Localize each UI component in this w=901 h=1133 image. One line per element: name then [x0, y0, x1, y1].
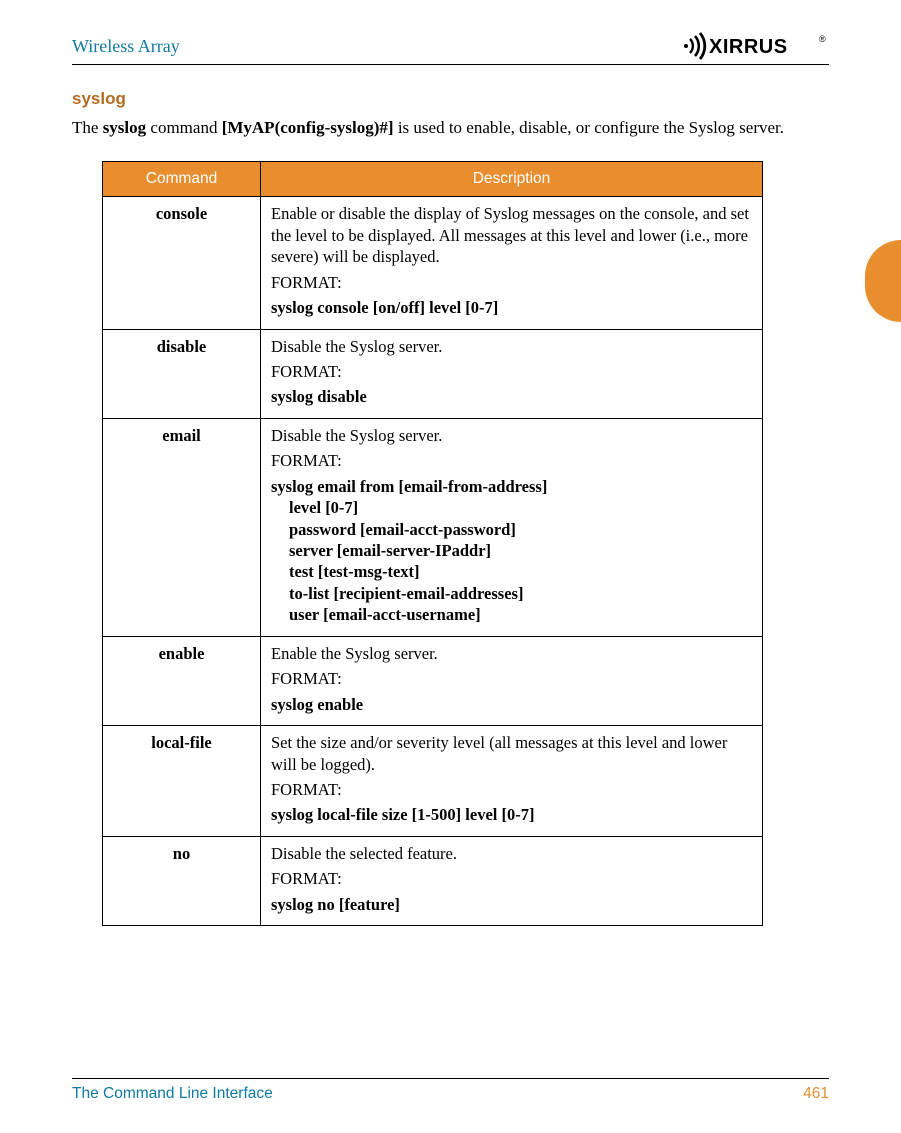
xirrus-logo-icon: XIRRUS ® [679, 32, 829, 60]
col-header-command: Command [103, 162, 261, 197]
command-name-cell: no [103, 836, 261, 925]
command-description-cell: Enable or disable the display of Syslog … [261, 197, 763, 329]
page-footer: The Command Line Interface 461 [72, 1078, 829, 1103]
page-header: Wireless Array XIRRUS ® [72, 32, 829, 65]
description-text: Set the size and/or severity level (all … [271, 732, 752, 775]
intro-paragraph: The syslog command [MyAP(config-syslog)#… [72, 115, 829, 141]
table-row: local-fileSet the size and/or severity l… [103, 726, 763, 837]
brand-logo: XIRRUS ® [679, 32, 829, 60]
intro-text: The [72, 118, 103, 137]
footer-section-name: The Command Line Interface [72, 1085, 273, 1103]
format-line: test [test-msg-text] [271, 562, 420, 581]
intro-text: command [146, 118, 222, 137]
command-name-cell: email [103, 418, 261, 636]
table-row: no Disable the selected feature. FORMAT: sy… [103, 836, 763, 925]
format-line: user [email-acct-username] [271, 605, 481, 624]
format-label: FORMAT: [271, 361, 752, 382]
format-body: syslog enable [271, 694, 752, 715]
table-row: consoleEnable or disable the display of … [103, 197, 763, 329]
table-row: enable Enable the Syslog server. FORMAT: sy… [103, 636, 763, 725]
format-body: syslog local-file size [1-500] level [0-… [271, 804, 752, 825]
header-title: Wireless Array [72, 36, 180, 57]
table-row: disable Disable the Syslog server. FORMAT:… [103, 329, 763, 418]
command-description-cell: Disable the Syslog server. FORMAT: syslog … [261, 329, 763, 418]
command-description-cell: Disable the selected feature. FORMAT: sysl… [261, 836, 763, 925]
description-text: Enable the Syslog server. [271, 643, 752, 664]
command-description-cell: Enable the Syslog server. FORMAT: syslog e… [261, 636, 763, 725]
command-name-cell: console [103, 197, 261, 329]
format-label: FORMAT: [271, 668, 752, 689]
format-body: syslog email from [email-from-address] le… [271, 476, 752, 626]
format-label: FORMAT: [271, 450, 752, 471]
description-text: Enable or disable the display of Syslog … [271, 203, 752, 267]
command-name-cell: local-file [103, 726, 261, 837]
description-text: Disable the Syslog server. [271, 336, 752, 357]
format-line: server [email-server-IPaddr] [271, 541, 491, 560]
format-line: level [0-7] [271, 498, 358, 517]
format-body: syslog disable [271, 386, 752, 407]
intro-text: is used to enable, disable, or configure… [394, 118, 784, 137]
format-label: FORMAT: [271, 779, 752, 800]
footer-page-number: 461 [803, 1085, 829, 1103]
command-description-cell: Set the size and/or severity level (all … [261, 726, 763, 837]
table-header-row: Command Description [103, 162, 763, 197]
table-row: email Disable the Syslog server. FORMAT: sy… [103, 418, 763, 636]
intro-bold-prompt: [MyAP(config-syslog)#] [222, 118, 394, 137]
section-heading: syslog [72, 89, 829, 109]
col-header-description: Description [261, 162, 763, 197]
svg-text:®: ® [819, 34, 826, 44]
svg-text:XIRRUS: XIRRUS [709, 36, 788, 58]
format-line: to-list [recipient-email-addresses] [271, 584, 523, 603]
format-body: syslog console [on/off] level [0-7] [271, 297, 752, 318]
format-line: syslog email from [email-from-address] [271, 477, 547, 496]
format-line: password [email-acct-password] [271, 520, 516, 539]
format-label: FORMAT: [271, 272, 752, 293]
command-name-cell: enable [103, 636, 261, 725]
command-name-cell: disable [103, 329, 261, 418]
description-text: Disable the selected feature. [271, 843, 752, 864]
format-label: FORMAT: [271, 868, 752, 889]
format-body: syslog no [feature] [271, 894, 752, 915]
side-tab-decoration [865, 240, 901, 322]
intro-bold-cmd: syslog [103, 118, 146, 137]
description-text: Disable the Syslog server. [271, 425, 752, 446]
command-description-cell: Disable the Syslog server. FORMAT: syslog … [261, 418, 763, 636]
command-table: Command Description consoleEnable or dis… [102, 161, 763, 926]
